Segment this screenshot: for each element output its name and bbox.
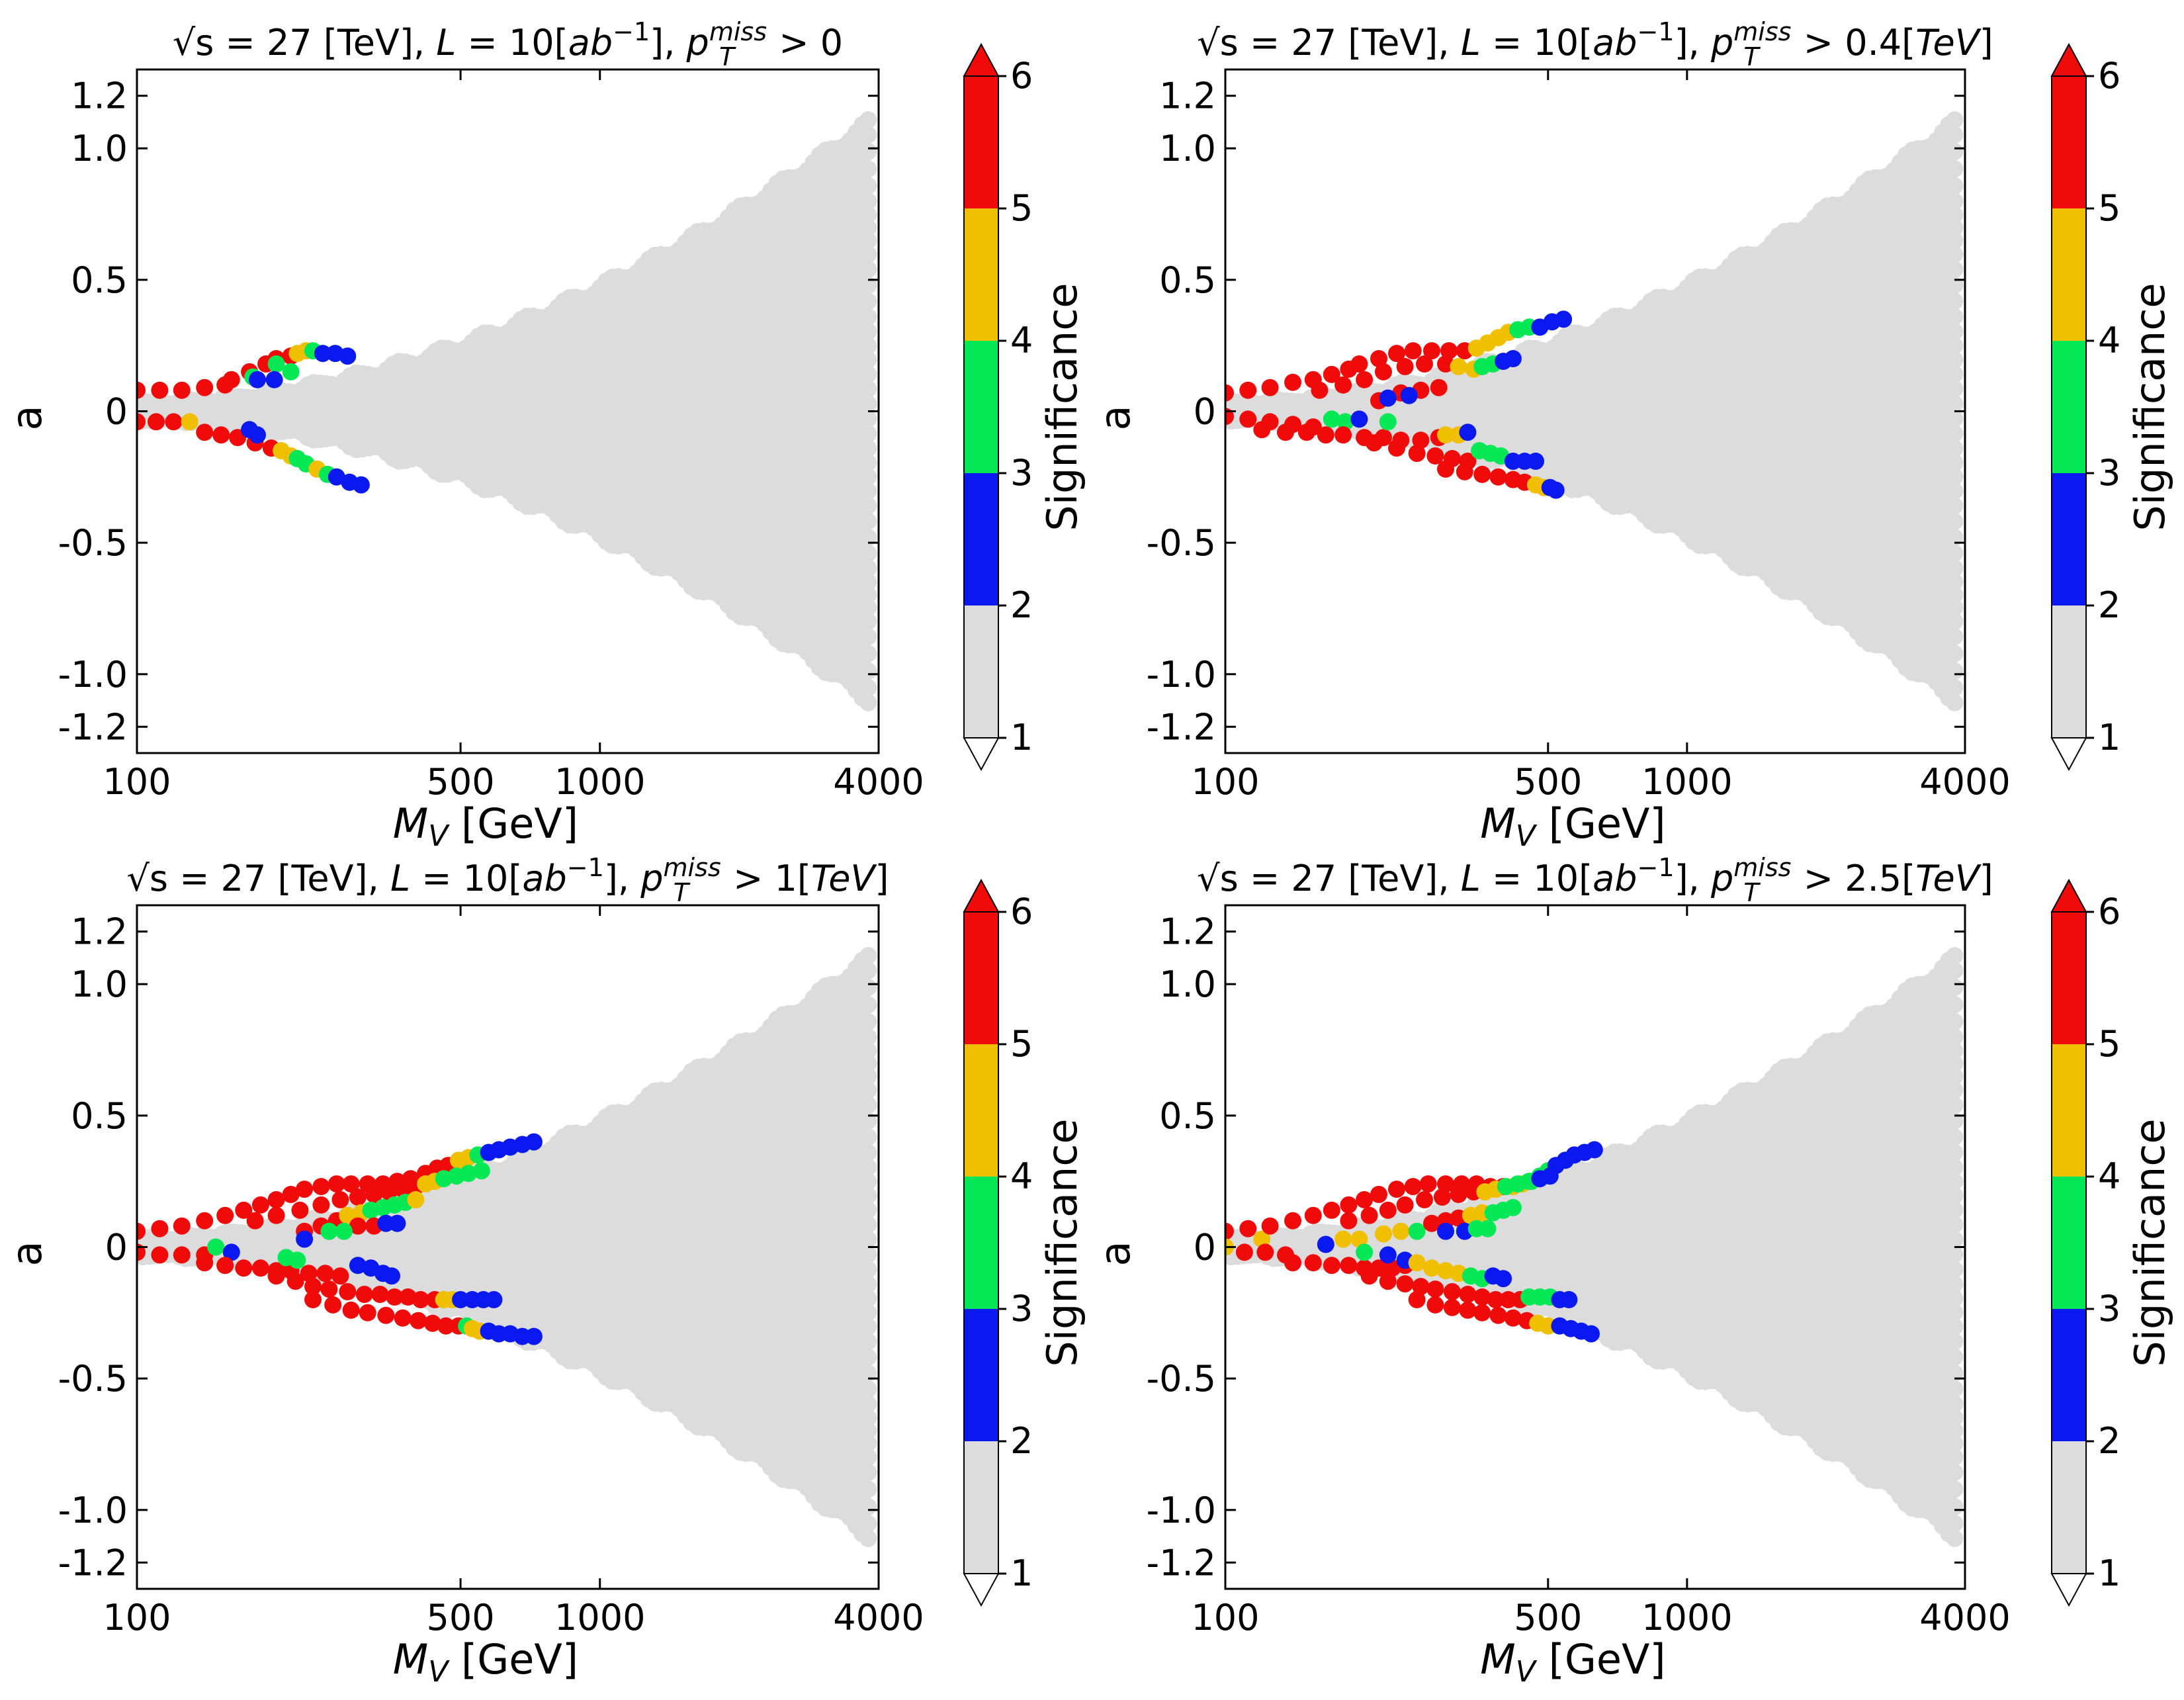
colorbar-extend-max <box>963 42 1000 77</box>
colorbar-bin-gray <box>964 605 998 738</box>
text-span: [GeV] <box>461 799 578 848</box>
x-tick-label: 4000 <box>833 761 924 803</box>
point-red <box>151 381 169 399</box>
text-span: −1 <box>613 17 650 46</box>
background-points <box>137 111 877 711</box>
text-span: T <box>719 42 736 71</box>
x-tick-label: 100 <box>103 761 171 803</box>
colorbar-bin-red <box>964 76 998 208</box>
text-span: √s <box>173 22 214 64</box>
x-axis-label: MV [GeV] <box>393 799 578 853</box>
y-axis-label: a <box>3 406 51 431</box>
point-green <box>267 355 285 373</box>
panel-1: 1.2 1.0 0.5 0 -0.5 -1.0 -1.2 100 500 1000 4000 MV [… <box>3 17 1086 853</box>
y-tick-label: 1.0 <box>71 128 128 169</box>
point-red <box>196 379 214 396</box>
scan-point-gray <box>859 395 877 413</box>
panel-title: √s = 27 [TeV], L = 10[ab−1], pmiss T > 0 <box>173 17 843 71</box>
colorbar-tick-label: 3 <box>1010 452 1033 494</box>
scan-point-gray <box>859 482 877 500</box>
scan-point-gray <box>859 468 877 486</box>
significance-points <box>137 342 370 494</box>
colorbar-extend-min <box>963 737 1000 772</box>
point-red <box>212 426 230 444</box>
text-span: p <box>686 22 709 64</box>
scan-point-gray <box>859 410 877 427</box>
colorbar-tick-label: 4 <box>1010 320 1033 361</box>
point-blue <box>249 426 266 444</box>
text-span: ab <box>568 22 613 64</box>
colorbar: 1 2 3 4 5 6 Significance <box>963 42 1086 772</box>
plot-area <box>1225 111 1964 711</box>
y-tick-label: -1.0 <box>58 654 128 695</box>
text-span: M <box>393 799 429 848</box>
plot-area <box>137 111 877 711</box>
x-tick-label: 500 <box>427 761 495 803</box>
text-span: = 10[ <box>456 22 568 64</box>
y-tick-label: 0.5 <box>71 259 128 301</box>
y-tick-label: 0 <box>105 391 128 433</box>
point-blue <box>249 371 266 388</box>
point-red <box>173 381 191 399</box>
colorbar-bin-green <box>964 341 998 473</box>
scan-point-gray <box>859 351 877 369</box>
scan-point-gray <box>859 439 877 457</box>
point-red <box>137 413 146 431</box>
scan-point-gray <box>859 337 877 355</box>
point-yellow <box>181 413 198 431</box>
y-tick-label: 1.2 <box>71 75 128 117</box>
point-red <box>148 413 165 431</box>
scan-point-gray <box>859 454 877 472</box>
text-span: L <box>436 22 456 64</box>
point-red <box>222 371 240 388</box>
scan-point-gray <box>859 425 877 443</box>
scan-point-gray <box>859 323 877 341</box>
scan-point-gray <box>859 380 877 398</box>
colorbar-tick-label: 1 <box>1010 717 1033 758</box>
colorbar-frame <box>963 75 999 738</box>
point-red <box>196 424 214 441</box>
point-red <box>165 413 183 431</box>
point-blue <box>328 468 345 486</box>
colorbar-tick-label: 5 <box>1010 187 1033 229</box>
y-tick-label: -0.5 <box>58 522 128 564</box>
text-span: > 0 <box>767 22 843 64</box>
point-red <box>137 381 146 399</box>
colorbar-bin-yellow <box>964 208 998 341</box>
point-blue <box>314 345 331 363</box>
text-span: miss <box>709 17 767 46</box>
point-blue <box>265 371 283 388</box>
scan-point-gray <box>859 365 877 383</box>
text-span: V <box>428 819 450 853</box>
text-span: ], <box>650 22 686 64</box>
scan-point-gray <box>859 111 877 129</box>
text-span: = 27 [TeV], <box>214 22 436 64</box>
y-tick-label: -1.2 <box>58 706 128 748</box>
colorbar-bin-blue <box>964 473 998 605</box>
colorbar-label: Significance <box>1038 283 1086 531</box>
colorbar-tick-label: 6 <box>1010 55 1033 97</box>
colorbar-tick-label: 2 <box>1010 584 1033 626</box>
point-green <box>282 363 300 380</box>
point-blue <box>339 347 357 365</box>
x-tick-label: 1000 <box>554 761 645 803</box>
scan-point-gray <box>859 693 877 711</box>
text-span <box>448 799 461 848</box>
point-blue <box>352 476 370 494</box>
